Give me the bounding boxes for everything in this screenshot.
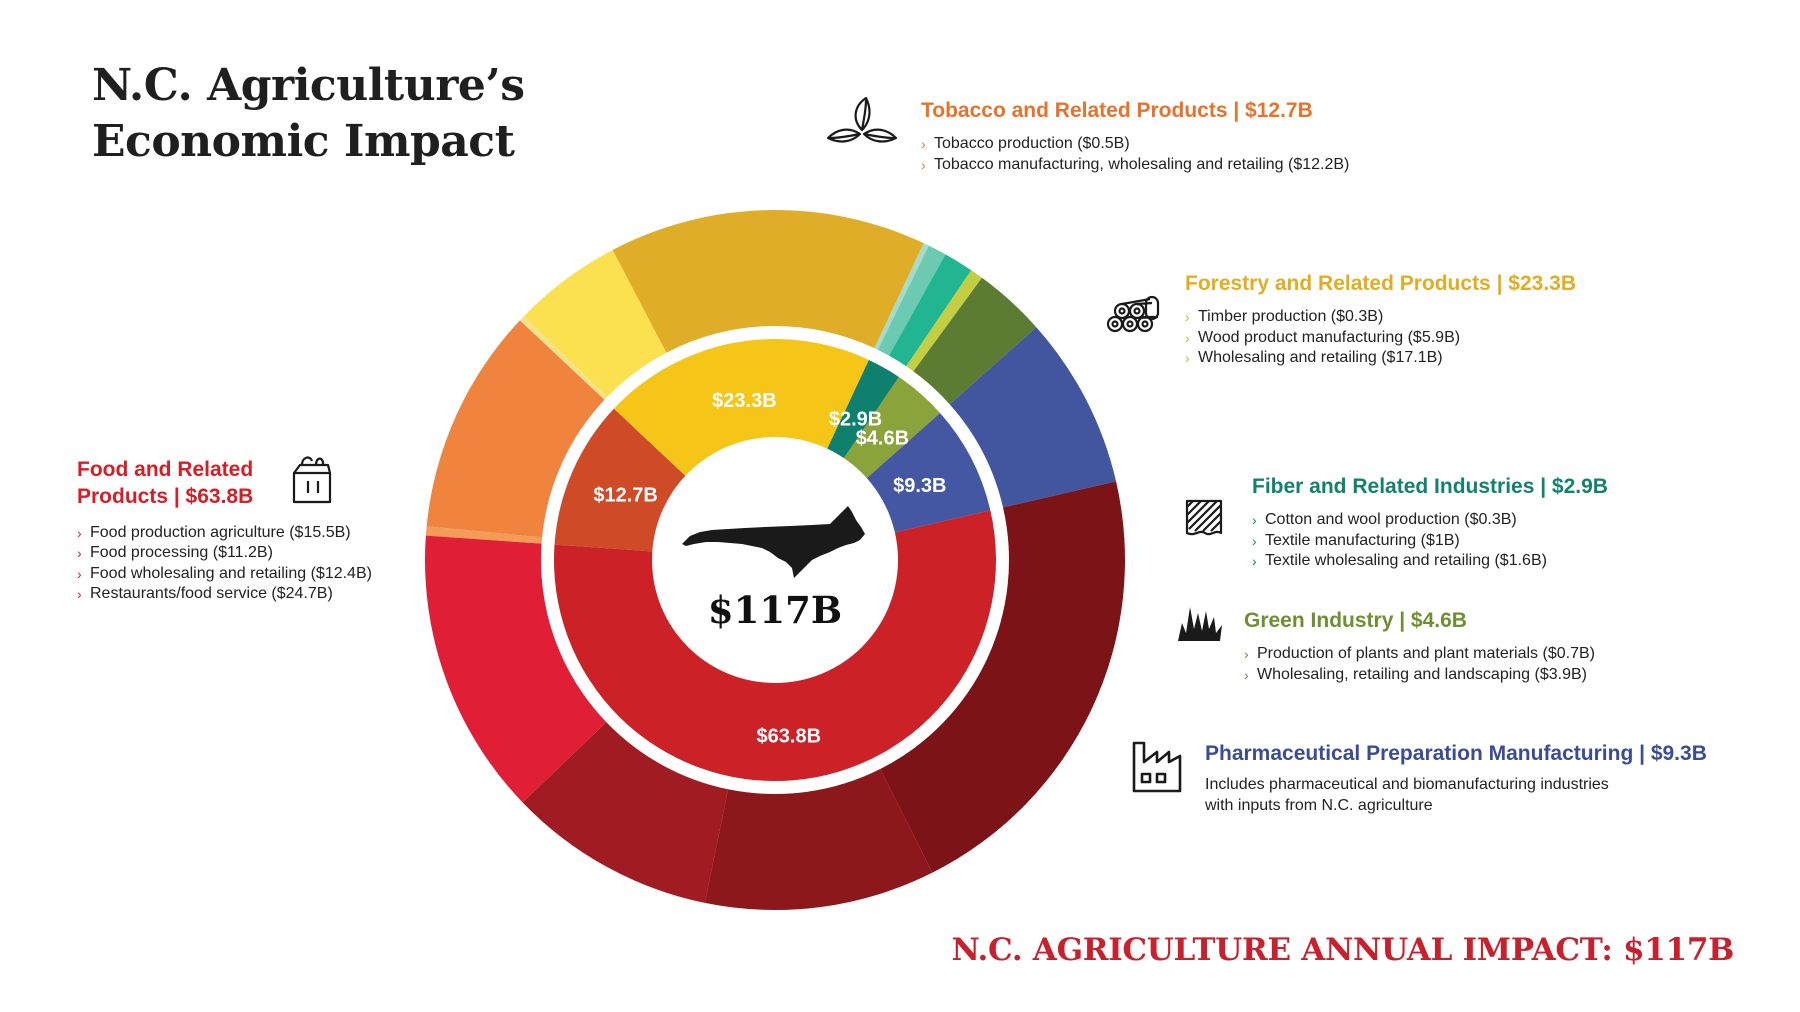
list-item: › Restaurants/food service ($24.7B) [77, 585, 333, 603]
inner-slice-label: $9.3B [893, 475, 946, 497]
legend-group-tobacco: Tobacco and Related Products | $12.7B › T… [921, 97, 1349, 175]
legend-group-fiber: Fiber and Related Industries | $2.9B › Co… [1252, 473, 1608, 572]
inner-slice-label: $23.3B [712, 390, 777, 412]
legend-group-green: Green Industry | $4.6B › Production of pl… [1244, 607, 1595, 685]
outer-slice [424, 535, 607, 803]
list-item: › Textile manufacturing ($1B) [1252, 531, 1460, 549]
list-item: › Textile wholesaling and retailing ($1.6… [1252, 552, 1547, 570]
outer-ring [424, 210, 1125, 910]
grass-icon [1178, 607, 1222, 641]
outer-slice [913, 277, 1037, 405]
outer-slice [874, 243, 929, 350]
list-item: › Wood product manufacturing ($5.9B) [1185, 328, 1461, 346]
legend-tobacco-list: › Tobacco production ($0.5B) › Tobacco man… [921, 134, 1349, 175]
list-item: › Tobacco production ($0.5B) [921, 135, 1130, 153]
inner-slice-label: $12.7B [593, 485, 658, 507]
legend-group-forestry: Forestry and Related Products | $23.3B ›… [1185, 270, 1576, 369]
legend-forestry-list: › Timber production ($0.3B) › Wood product… [1185, 307, 1576, 369]
list-item: › Food wholesaling and retailing ($12.4B) [77, 564, 372, 582]
legend-forestry-title: Forestry and Related Products | $23.3B [1185, 272, 1577, 295]
grocery-bag-icon [292, 456, 332, 504]
center-total-label: $117B [708, 588, 842, 632]
legend-green-title: Green Industry | $4.6B [1244, 609, 1467, 632]
outer-slice [880, 481, 1125, 873]
nc-state-map-icon [682, 506, 865, 578]
fabric-icon [1185, 499, 1223, 536]
factory-icon [1132, 741, 1182, 793]
legend-pharma-desc-line-2: with inputs from N.C. agriculture [1205, 796, 1433, 814]
outer-slice [704, 769, 933, 910]
outer-slice [906, 270, 983, 372]
outer-slice [877, 245, 946, 356]
outer-slice [522, 722, 729, 903]
legend-pharma-title: Pharmaceutical Preparation Manufacturing… [1205, 742, 1707, 765]
list-item: › Cotton and wool production ($0.3B) [1252, 511, 1517, 529]
legend-food-list: › Food production agriculture ($15.5B) › F… [77, 523, 387, 605]
outer-slice [425, 526, 543, 544]
list-item: › Food production agriculture ($15.5B) [77, 523, 351, 541]
legend-food-title: Food and Related Products | $63.8B [77, 458, 254, 509]
outer-slice [612, 210, 924, 353]
outer-slice [523, 249, 667, 398]
legend-fiber-list: › Cotton and wool production ($0.3B) › Tex… [1252, 510, 1608, 572]
title-line-2: Economic Impact [92, 116, 515, 168]
legend-group-pharma: Pharmaceutical Preparation Manufacturing… [1205, 740, 1707, 816]
legend-green-list: › Production of plants and plant material… [1244, 644, 1595, 685]
logs-icon [1106, 295, 1160, 333]
legend-group-food: Food and Related Products | $63.8B › Food… [77, 456, 387, 605]
inner-ring-labels: $12.7B $23.3B $2.9B$4.6B $9.3B $63.8B [593, 390, 946, 748]
list-item: › Wholesaling and retailing ($17.1B) [1185, 349, 1443, 367]
outer-slice [426, 320, 605, 538]
list-item: › Tobacco manufacturing, wholesaling and … [921, 155, 1350, 173]
inner-slice-label: $4.6B [856, 427, 909, 449]
annual-impact-total: N.C. AGRICULTURE ANNUAL IMPACT: $117B [951, 932, 1734, 968]
leaves-icon [826, 96, 898, 143]
outer-slice [949, 327, 1117, 508]
legend-fiber-title: Fiber and Related Industries | $2.9B [1252, 475, 1608, 498]
list-item: › Production of plants and plant material… [1244, 645, 1595, 663]
inner-slice-label: $2.9B [829, 408, 882, 430]
list-item: › Wholesaling, retailing and landscaping … [1244, 665, 1587, 683]
inner-slice-label: $63.8B [757, 725, 822, 747]
page-title: N.C. Agriculture’s Economic Impact [92, 58, 525, 171]
legend-tobacco-title: Tobacco and Related Products | $12.7B [921, 99, 1313, 122]
outer-slice [889, 254, 972, 367]
outer-slice [519, 316, 608, 400]
center-hole [652, 437, 898, 683]
list-item: › Food processing ($11.2B) [77, 544, 273, 562]
legend-pharma-desc-line-1: Includes pharmaceutical and biomanufactu… [1205, 776, 1609, 794]
title-line-1: N.C. Agriculture’s [92, 60, 525, 111]
list-item: › Timber production ($0.3B) [1185, 308, 1384, 326]
